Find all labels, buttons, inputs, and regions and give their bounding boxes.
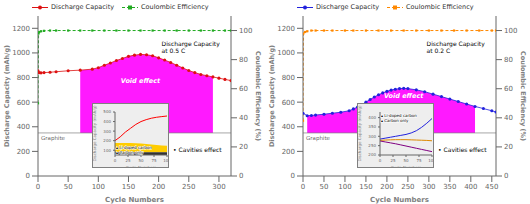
- svg-text:250: 250: [368, 143, 376, 148]
- svg-text:Cycle Numbers: Cycle Numbers: [391, 165, 421, 168]
- svg-text:400: 400: [282, 123, 295, 131]
- svg-text:350: 350: [368, 124, 376, 129]
- svg-text:60: 60: [239, 85, 248, 93]
- svg-text:Graphite: Graphite: [41, 135, 66, 142]
- svg-text:100: 100: [338, 183, 351, 191]
- svg-text:0: 0: [114, 158, 117, 163]
- svg-text:80: 80: [239, 56, 248, 64]
- svg-text:350: 350: [443, 183, 456, 191]
- html-text:Coulombic Efficiency: Coulombic Efficiency: [141, 3, 209, 11]
- svg-text:600: 600: [282, 99, 295, 107]
- svg-text:0: 0: [239, 172, 243, 180]
- svg-text:1200: 1200: [12, 25, 30, 33]
- svg-text:25: 25: [125, 158, 131, 163]
- svg-text:Cycle Numbers: Cycle Numbers: [126, 165, 156, 168]
- svg-text:400: 400: [464, 183, 477, 191]
- svg-text:300: 300: [103, 129, 111, 134]
- svg-text:20: 20: [239, 143, 248, 151]
- svg-text:0: 0: [504, 172, 508, 180]
- html-text:Discharge Capacity: Discharge Capacity: [51, 3, 114, 11]
- svg-text:500: 500: [103, 109, 111, 114]
- svg-text:0: 0: [379, 158, 382, 163]
- svg-text:400: 400: [103, 119, 111, 124]
- svg-text:25: 25: [390, 158, 396, 163]
- svg-text:75: 75: [416, 158, 422, 163]
- svg-text:Void effect: Void effect: [121, 77, 161, 85]
- svg-text:300: 300: [422, 183, 435, 191]
- svg-text:450: 450: [485, 183, 498, 191]
- svg-text:75: 75: [151, 158, 157, 163]
- svg-text:Discharge Capacity (mAh/g): Discharge Capacity (mAh/g): [268, 45, 276, 147]
- svg-text:Cycle Numbers: Cycle Numbers: [370, 196, 429, 204]
- svg-text:40: 40: [504, 114, 513, 122]
- html-text:Coulombic Efficiency: Coulombic Efficiency: [406, 3, 474, 11]
- svg-text:20: 20: [504, 143, 513, 151]
- svg-text:100: 100: [504, 27, 517, 35]
- svg-text:▴ Carbon only: ▴ Carbon only: [116, 150, 144, 155]
- svg-text:Discharge Capacityat 0.5 C: Discharge Capacityat 0.5 C: [162, 40, 221, 54]
- svg-text:100: 100: [428, 158, 434, 163]
- svg-text:200: 200: [380, 183, 393, 191]
- svg-text:60: 60: [504, 85, 513, 93]
- svg-text:250: 250: [182, 183, 195, 191]
- svg-text:100: 100: [239, 27, 252, 35]
- svg-text:• Cavities effect: • Cavities effect: [438, 146, 487, 153]
- svg-text:600: 600: [17, 99, 30, 107]
- svg-text:▴ Li-doped carbon: ▴ Li-doped carbon: [116, 145, 152, 151]
- svg-text:50: 50: [138, 158, 144, 163]
- svg-text:250: 250: [401, 183, 414, 191]
- svg-text:200: 200: [103, 138, 111, 143]
- svg-text:▴ Carbon only: ▴ Carbon only: [381, 118, 409, 123]
- svg-text:0: 0: [301, 183, 305, 191]
- svg-text:50: 50: [403, 158, 409, 163]
- svg-text:200: 200: [152, 183, 165, 191]
- svg-text:300: 300: [212, 183, 225, 191]
- svg-text:80: 80: [504, 56, 513, 64]
- svg-text:800: 800: [282, 74, 295, 82]
- svg-text:Cycle Numbers: Cycle Numbers: [105, 196, 164, 204]
- svg-text:0: 0: [291, 172, 295, 180]
- html-text:Discharge Capacity: Discharge Capacity: [316, 3, 379, 11]
- svg-text:200: 200: [368, 152, 376, 157]
- svg-text:300: 300: [368, 134, 376, 139]
- svg-text:100: 100: [103, 148, 111, 153]
- svg-text:40: 40: [239, 114, 248, 122]
- svg-text:▴ Li-doped carbon: ▴ Li-doped carbon: [381, 113, 417, 119]
- svg-text:Graphite: Graphite: [306, 135, 331, 142]
- svg-text:0: 0: [36, 183, 40, 191]
- svg-text:1000: 1000: [277, 49, 295, 57]
- svg-text:• Cavities effect: • Cavities effect: [173, 146, 222, 153]
- svg-text:800: 800: [17, 74, 30, 82]
- svg-text:Discharge Capacity (mAh/g): Discharge Capacity (mAh/g): [358, 105, 362, 162]
- svg-text:100: 100: [92, 183, 105, 191]
- svg-text:150: 150: [359, 183, 372, 191]
- svg-text:150: 150: [122, 183, 135, 191]
- svg-text:Discharge Capacity (mAh/g): Discharge Capacity (mAh/g): [93, 105, 97, 162]
- svg-text:Coulombic Efficiency (%): Coulombic Efficiency (%): [519, 51, 522, 141]
- svg-text:200: 200: [282, 148, 295, 156]
- svg-text:50: 50: [64, 183, 73, 191]
- svg-text:Discharge Capacityat 0.2 C: Discharge Capacityat 0.2 C: [427, 40, 486, 54]
- svg-text:400: 400: [368, 115, 376, 120]
- svg-text:100: 100: [163, 158, 169, 163]
- svg-text:200: 200: [17, 148, 30, 156]
- svg-text:1200: 1200: [277, 25, 295, 33]
- svg-text:1000: 1000: [12, 49, 30, 57]
- svg-text:Coulombic Efficiency (%): Coulombic Efficiency (%): [254, 51, 262, 141]
- svg-text:Void effect: Void effect: [384, 92, 424, 100]
- svg-text:400: 400: [17, 123, 30, 131]
- svg-text:0: 0: [26, 172, 30, 180]
- svg-text:50: 50: [320, 183, 329, 191]
- svg-text:Discharge Capacity (mAh/g): Discharge Capacity (mAh/g): [8, 45, 11, 147]
